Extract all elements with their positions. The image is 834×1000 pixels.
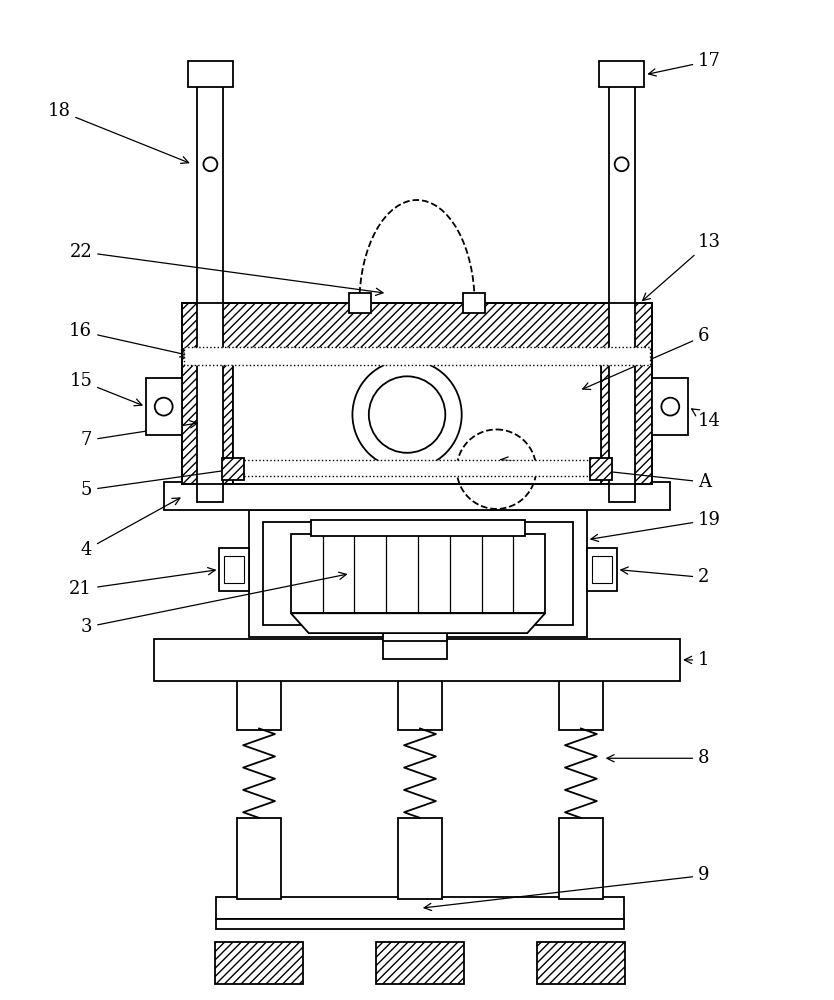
Text: 18: 18 <box>48 102 188 163</box>
Text: 17: 17 <box>649 52 721 76</box>
Text: 1: 1 <box>685 651 710 669</box>
Bar <box>153 639 681 681</box>
Bar <box>163 482 671 510</box>
Circle shape <box>155 398 173 416</box>
Bar <box>215 942 303 984</box>
Polygon shape <box>291 613 545 633</box>
Bar <box>600 303 652 484</box>
Bar <box>537 942 625 984</box>
Bar <box>587 548 616 591</box>
Bar <box>376 942 464 984</box>
Text: 4: 4 <box>81 498 180 559</box>
Text: A: A <box>500 457 711 491</box>
Text: 9: 9 <box>425 866 710 911</box>
Bar <box>216 897 624 919</box>
Bar <box>592 556 611 583</box>
Bar <box>398 679 442 730</box>
Bar <box>219 548 249 591</box>
Bar <box>599 61 645 87</box>
Text: 8: 8 <box>607 749 710 767</box>
Bar <box>349 293 371 313</box>
Text: 13: 13 <box>643 233 721 301</box>
Circle shape <box>203 157 218 171</box>
Bar <box>182 303 652 484</box>
Bar <box>237 818 281 899</box>
Text: 2: 2 <box>620 567 710 586</box>
Bar <box>183 347 651 365</box>
Text: 5: 5 <box>81 466 237 499</box>
Bar <box>237 679 281 730</box>
Text: 15: 15 <box>69 372 142 406</box>
Circle shape <box>369 376 445 453</box>
Bar <box>384 627 447 641</box>
Bar <box>311 520 525 536</box>
Bar <box>216 919 624 929</box>
Bar <box>398 818 442 899</box>
Text: 6: 6 <box>583 327 710 389</box>
Bar <box>559 679 603 730</box>
Bar <box>652 378 688 435</box>
Circle shape <box>661 398 679 416</box>
Bar <box>182 303 652 349</box>
Bar <box>146 378 182 435</box>
Bar <box>609 85 635 502</box>
Bar <box>224 556 244 583</box>
Text: 16: 16 <box>69 322 188 357</box>
Text: 7: 7 <box>81 421 198 449</box>
Bar <box>291 534 545 613</box>
Circle shape <box>615 157 629 171</box>
Bar <box>182 303 234 484</box>
Text: 3: 3 <box>81 572 346 636</box>
Bar <box>249 510 587 637</box>
Bar <box>590 458 611 480</box>
Bar <box>263 522 573 625</box>
Circle shape <box>353 360 462 469</box>
Text: 14: 14 <box>691 409 721 430</box>
Bar <box>188 61 234 87</box>
Text: 21: 21 <box>69 568 215 598</box>
Text: 22: 22 <box>69 243 383 295</box>
Bar <box>198 85 224 502</box>
Bar <box>223 458 244 480</box>
Bar <box>234 349 600 484</box>
Bar <box>463 293 485 313</box>
Text: 19: 19 <box>591 511 721 541</box>
Bar <box>384 637 447 659</box>
Bar <box>234 460 600 476</box>
Bar <box>559 818 603 899</box>
